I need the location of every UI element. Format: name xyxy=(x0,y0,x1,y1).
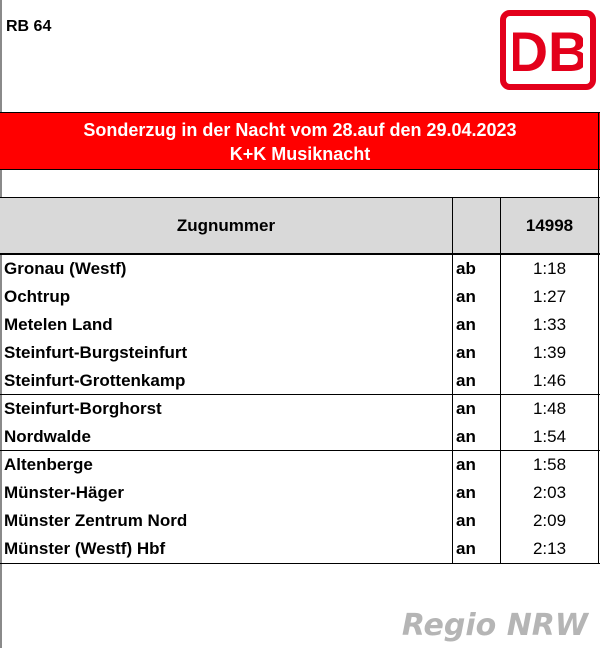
table-bottom-border xyxy=(0,563,600,564)
table-row: Ochtrup an 1:27 xyxy=(0,283,600,311)
svg-text:DB: DB xyxy=(513,22,583,78)
column-divider xyxy=(452,198,453,564)
banner-subtitle: K+K Musiknacht xyxy=(229,144,371,164)
table-row: Steinfurt-Borghorst an 1:48 xyxy=(0,395,600,423)
db-logo: DB xyxy=(500,10,596,90)
page-left-border xyxy=(0,0,2,648)
db-logo-mark: DB xyxy=(513,22,583,78)
title-banner: Sonderzug in der Nacht vom 28.auf den 29… xyxy=(0,112,600,170)
line-label: RB 64 xyxy=(6,18,52,35)
stop-time: 1:54 xyxy=(532,427,567,446)
column-divider xyxy=(500,198,501,564)
banner-title: Sonderzug in der Nacht vom 28.auf den 29… xyxy=(83,120,517,140)
stop-time: 1:18 xyxy=(532,259,567,278)
stop-time: 1:27 xyxy=(532,287,567,306)
header-label: Zugnummer xyxy=(176,216,276,235)
timetable-rows: Gronau (Westf) ab 1:18 Ochtrup an 1:27 M… xyxy=(0,255,600,563)
stop-type: an xyxy=(456,287,476,306)
table-row: Steinfurt-Grottenkamp an 1:46 xyxy=(0,367,600,395)
stop-time: 1:39 xyxy=(532,343,567,362)
stop-time: 2:13 xyxy=(532,539,567,558)
stop-time: 1:33 xyxy=(532,315,567,334)
stop-type: an xyxy=(456,539,476,558)
table-row: Metelen Land an 1:33 xyxy=(0,311,600,339)
stop-type: an xyxy=(456,455,476,474)
station-name: Münster Zentrum Nord xyxy=(4,511,188,530)
stop-type: an xyxy=(456,399,476,418)
station-name: Münster (Westf) Hbf xyxy=(4,539,166,558)
stop-type: an xyxy=(456,483,476,502)
stop-time: 1:46 xyxy=(532,371,567,390)
station-name: Münster-Häger xyxy=(4,483,124,502)
table-right-border xyxy=(598,112,599,564)
stop-time: 1:48 xyxy=(532,399,567,418)
table-row: Münster-Häger an 2:03 xyxy=(0,479,600,507)
station-name: Altenberge xyxy=(4,455,93,474)
station-name: Steinfurt-Borghorst xyxy=(4,399,162,418)
stop-time: 2:03 xyxy=(532,483,567,502)
table-row: Münster (Westf) Hbf an 2:13 xyxy=(0,535,600,563)
stop-type: an xyxy=(456,511,476,530)
header-train-number: 14998 xyxy=(525,216,574,235)
station-name: Steinfurt-Grottenkamp xyxy=(4,371,186,390)
stop-type: an xyxy=(456,371,476,390)
watermark: Regio NRW xyxy=(401,608,588,643)
table-header: Zugnummer 14998 xyxy=(0,198,600,255)
station-name: Metelen Land xyxy=(4,315,113,334)
spacer-row xyxy=(0,170,600,198)
table-row: Gronau (Westf) ab 1:18 xyxy=(0,255,600,283)
stop-type: ab xyxy=(456,259,476,278)
table-row: Steinfurt-Burgsteinfurt an 1:39 xyxy=(0,339,600,367)
station-name: Nordwalde xyxy=(4,427,91,446)
stop-type: an xyxy=(456,315,476,334)
table-row: Münster Zentrum Nord an 2:09 xyxy=(0,507,600,535)
stop-time: 1:58 xyxy=(532,455,567,474)
station-name: Gronau (Westf) xyxy=(4,259,127,278)
stop-type: an xyxy=(456,343,476,362)
station-name: Ochtrup xyxy=(4,287,71,306)
table-row: Nordwalde an 1:54 xyxy=(0,423,600,451)
stop-time: 2:09 xyxy=(532,511,567,530)
station-name: Steinfurt-Burgsteinfurt xyxy=(4,343,188,362)
stop-type: an xyxy=(456,427,476,446)
table-row: Altenberge an 1:58 xyxy=(0,451,600,479)
